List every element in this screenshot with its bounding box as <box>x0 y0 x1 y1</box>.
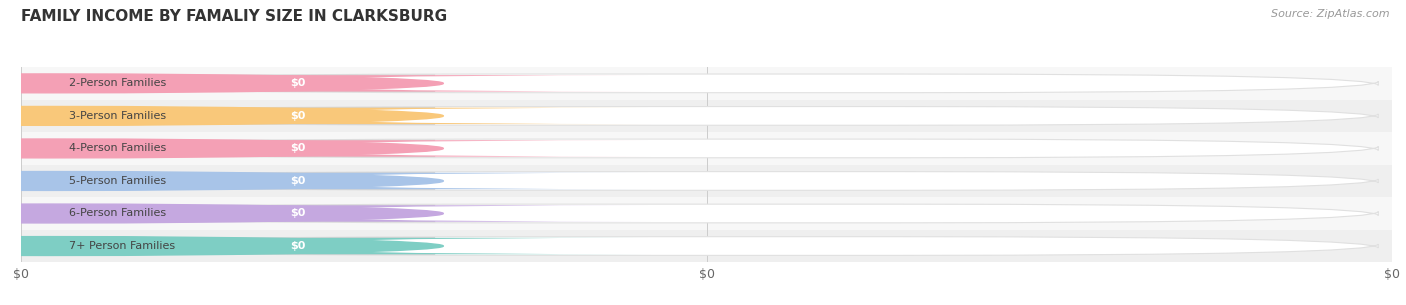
Text: $0: $0 <box>290 209 305 218</box>
Circle shape <box>0 171 443 190</box>
FancyBboxPatch shape <box>21 74 1378 93</box>
Text: Source: ZipAtlas.com: Source: ZipAtlas.com <box>1271 9 1389 19</box>
Text: $0: $0 <box>290 176 305 186</box>
Circle shape <box>0 106 443 125</box>
FancyBboxPatch shape <box>0 173 651 189</box>
FancyBboxPatch shape <box>0 140 651 157</box>
FancyBboxPatch shape <box>0 238 434 254</box>
FancyBboxPatch shape <box>21 204 1378 223</box>
FancyBboxPatch shape <box>0 173 434 189</box>
Text: $0: $0 <box>290 78 305 88</box>
FancyBboxPatch shape <box>0 75 434 92</box>
Text: 5-Person Families: 5-Person Families <box>69 176 166 186</box>
FancyBboxPatch shape <box>21 237 1378 255</box>
FancyBboxPatch shape <box>0 75 651 92</box>
FancyBboxPatch shape <box>21 172 1378 190</box>
Text: 6-Person Families: 6-Person Families <box>69 209 166 218</box>
FancyBboxPatch shape <box>0 205 651 222</box>
Circle shape <box>0 204 443 223</box>
Bar <box>21 100 1392 132</box>
FancyBboxPatch shape <box>21 106 1378 125</box>
Text: $0: $0 <box>290 111 305 121</box>
Text: 4-Person Families: 4-Person Families <box>69 143 166 153</box>
Circle shape <box>0 74 443 93</box>
Text: $0: $0 <box>290 241 305 251</box>
Bar <box>21 230 1392 262</box>
Text: 7+ Person Families: 7+ Person Families <box>69 241 176 251</box>
Text: 3-Person Families: 3-Person Families <box>69 111 166 121</box>
Bar <box>21 67 1392 100</box>
Bar <box>21 165 1392 197</box>
FancyBboxPatch shape <box>0 140 434 157</box>
FancyBboxPatch shape <box>0 108 434 124</box>
Circle shape <box>0 139 443 158</box>
Bar <box>21 132 1392 165</box>
FancyBboxPatch shape <box>0 238 651 254</box>
Bar <box>21 197 1392 230</box>
Text: 2-Person Families: 2-Person Families <box>69 78 166 88</box>
FancyBboxPatch shape <box>0 205 434 222</box>
Text: $0: $0 <box>290 143 305 153</box>
Circle shape <box>0 237 443 256</box>
FancyBboxPatch shape <box>0 108 651 124</box>
FancyBboxPatch shape <box>21 139 1378 158</box>
Text: FAMILY INCOME BY FAMALIY SIZE IN CLARKSBURG: FAMILY INCOME BY FAMALIY SIZE IN CLARKSB… <box>21 9 447 24</box>
